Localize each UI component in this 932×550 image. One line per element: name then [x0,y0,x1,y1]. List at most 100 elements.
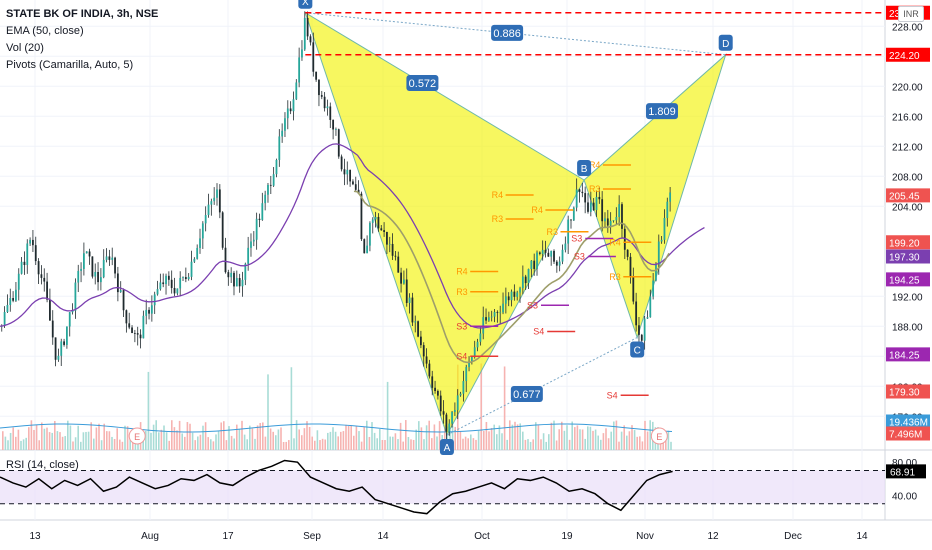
candle-body [281,130,284,137]
volume-bar [527,439,529,450]
volume-bar [259,422,261,450]
volume-bar [600,439,602,450]
candle-body [530,260,533,270]
volume-bar [589,426,592,450]
candle-body [57,355,60,360]
volume-bar [316,430,319,450]
price-badge-label: 194.25 [889,275,920,286]
candle-body [502,303,504,313]
candle-body [216,189,218,198]
candle-body [68,312,71,327]
candle-body [408,297,411,303]
volume-bar [191,432,194,450]
volume-bar [223,421,225,450]
candle-body [516,292,519,297]
price-tick-label: 188.00 [892,322,923,333]
candle-body [465,367,468,382]
time-tick-label: 12 [707,531,719,542]
volume-bar [438,421,441,450]
candle-body [111,257,114,260]
volume-bar [467,438,469,450]
candle-body [102,259,105,278]
candle-body [97,271,99,283]
candle-body [352,181,354,185]
pivot-label: S4 [533,327,544,337]
volume-bar [298,429,300,450]
volume-bar [641,441,644,450]
candle-body [128,323,131,328]
pivot-label: S4 [456,351,467,361]
candle-body [431,376,434,388]
volume-bar [236,424,238,450]
candle-body [660,239,663,242]
volume-bar [381,439,384,450]
candle-body [403,279,405,284]
candle-body [71,310,74,313]
volume-bar [584,438,586,450]
pattern-point-label: X [302,0,309,8]
volume-bar [54,420,56,450]
volume-bar [119,439,121,450]
candle-body [397,256,400,273]
candle-body [125,310,128,324]
candle-body [80,268,82,271]
legend-pivots: Pivots (Camarilla, Auto, 5) [6,59,134,71]
volume-bar [360,441,363,450]
volume-bar [524,439,527,450]
candle-body [380,228,383,231]
candle-body [629,256,632,277]
pattern-point-label: D [722,39,729,50]
volume-bar [355,426,358,450]
volume-bar [30,420,33,450]
volume-bar [199,434,202,450]
volume-bar [639,436,641,450]
time-tick-label: Nov [636,531,654,542]
volume-bar [4,436,7,450]
volume-bar [397,439,399,450]
candle-body [507,296,510,301]
volume-bar [129,434,131,450]
volume-bar [306,421,308,450]
volume-bar [579,429,581,450]
candle-body [400,272,402,284]
candle-body [428,363,431,377]
legend-symbol-title: STATE BK OF INDIA, 3h, NSE [6,8,159,20]
volume-bar [345,424,347,450]
candle-body [425,356,428,364]
volume-bar [605,428,607,450]
candle-body [142,315,145,339]
candle-body [292,99,295,112]
volume-bar [111,436,113,450]
volume-bar [173,427,176,450]
volume-bar [20,440,22,450]
volume-bar [202,425,204,450]
candle-body [420,336,422,346]
candle-body [303,17,306,50]
rsi-tick-label: 40.00 [892,491,917,502]
volume-bar [420,427,423,450]
volume-bar [529,441,532,450]
volume-bar [215,434,217,450]
volume-bar [384,440,386,450]
time-tick-label: 14 [856,531,868,542]
volume-bar [561,421,563,450]
volume-bar [160,429,163,450]
candle-body [578,189,581,192]
candle-body [218,189,221,213]
currency-badge[interactable]: INR [898,6,924,22]
candle-body [405,279,408,303]
candle-body [289,108,292,112]
price-badge-label: 7.496M [889,430,922,441]
candle-body [635,301,638,326]
pivot-label: R3 [456,287,468,297]
price-tick-label: 192.00 [892,292,923,303]
volume-bar [566,425,568,450]
volume-bar [516,424,519,450]
volume-bar [46,427,48,450]
price-badge-label: 199.20 [889,238,920,249]
volume-bar [303,428,306,450]
volume-bar [171,420,173,450]
price-badge-label: 224.20 [889,51,920,62]
candle-body [17,273,20,290]
